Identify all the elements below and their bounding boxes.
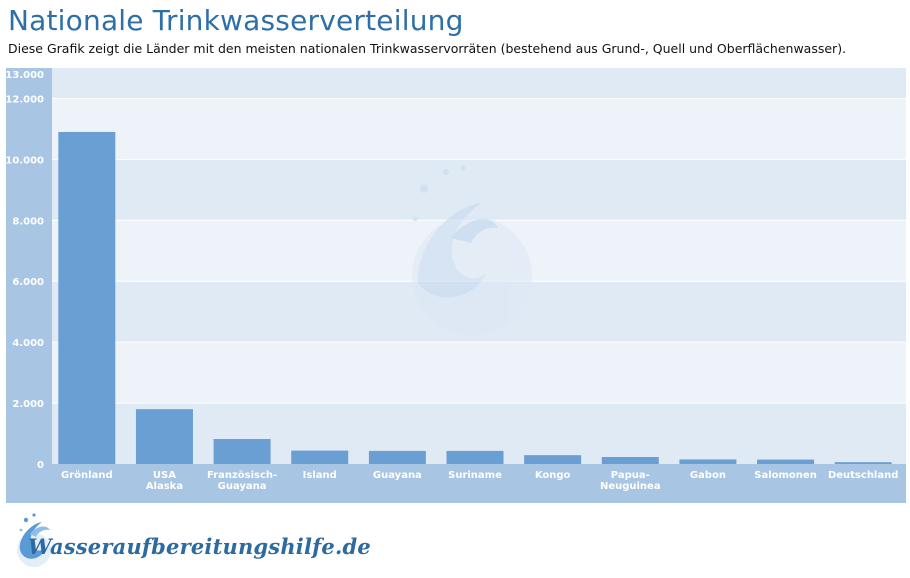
bar[interactable] [291,450,349,464]
x-tick-label: Guayana [373,470,422,481]
x-tick-label: Island [303,470,337,481]
x-tick-label: Salomonen [754,470,817,481]
plot-band [52,98,906,160]
bar-chart: 0 2.000 4.000 6.000 8.000 10.000 12.000 13.000 … [6,68,906,503]
bar[interactable] [135,409,193,464]
x-tick-label: USA Alaska [146,470,183,492]
x-tick-label: Kongo [535,470,571,481]
water-drop-watermark [412,165,532,336]
bar[interactable] [213,439,271,464]
y-tick-label: 12.000 [6,94,44,105]
y-tick-label: 8.000 [12,216,44,227]
y-tick-label: 6.000 [12,277,44,288]
bar[interactable] [446,450,504,464]
bar[interactable] [524,455,582,464]
x-tick-label: Papua-Neuguinea [600,470,661,492]
site-logo[interactable]: Wasseraufbereitungshilfe.de [10,510,371,570]
x-tick-label: Französisch-Guayana [207,470,277,492]
bar[interactable] [58,131,116,464]
bar[interactable] [368,450,426,464]
x-tick-label: Grönland [61,470,113,481]
bar[interactable] [757,459,815,464]
water-splash-icon [17,513,51,567]
chart-title: Nationale Trinkwasserverteilung [8,4,464,37]
plot-band [52,68,906,99]
bar[interactable] [601,456,659,464]
y-tick-label: 0 [37,460,44,471]
y-tick-label: 10.000 [6,155,44,166]
logo-text: Wasseraufbereitungshilfe.de [28,534,371,559]
y-tick-label: 4.000 [12,338,44,349]
bar[interactable] [679,459,737,464]
plot-band [52,159,906,221]
y-tick-label: 2.000 [12,399,44,410]
y-tick-label: 13.000 [6,70,44,81]
x-tick-label: Gabon [690,470,726,481]
x-tick-label: Suriname [448,470,502,481]
plot-band [52,342,906,404]
x-tick-label: Deutschland [828,470,898,481]
bar[interactable] [834,462,892,464]
chart-subtitle: Diese Grafik zeigt die Länder mit den me… [8,41,847,56]
